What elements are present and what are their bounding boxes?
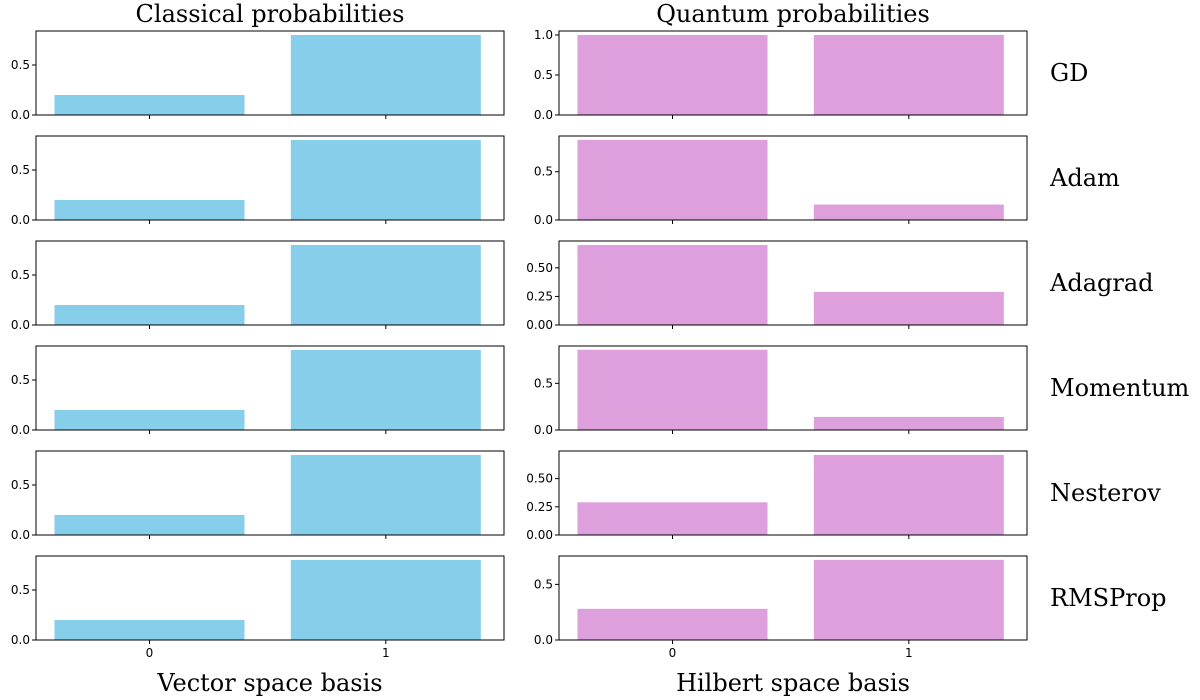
panel-frame (558, 135, 1028, 221)
panel-frame (35, 345, 505, 431)
y-tick-label: 0.5 (11, 478, 30, 492)
classical-bar-1 (290, 560, 481, 640)
panel-frame (558, 450, 1028, 536)
column-title: Quantum probabilities (656, 0, 930, 28)
y-tick-label: 0.0 (534, 108, 553, 122)
y-tick-label: 0.25 (526, 500, 553, 514)
classical-bar-1 (290, 35, 481, 115)
y-tick-label: 0.5 (534, 165, 553, 179)
y-tick-label: 0.0 (11, 213, 30, 227)
quantum-bar-0 (577, 139, 768, 220)
quantum-bar-1 (813, 35, 1004, 115)
row-label-adam: Adam (1049, 164, 1120, 192)
quantum-bar-0 (577, 245, 768, 325)
y-tick-label: 0.50 (526, 261, 553, 275)
classical-bar-1 (290, 245, 481, 325)
row-label-rmsprop: RMSProp (1050, 584, 1167, 612)
quantum-bar-0 (577, 502, 768, 535)
y-tick-label: 0.5 (534, 376, 553, 390)
y-tick-label: 0.50 (526, 472, 553, 486)
y-tick-label: 0.00 (526, 318, 553, 332)
x-tick-label: 1 (382, 646, 390, 660)
row-label-adagrad: Adagrad (1049, 269, 1154, 297)
y-tick-label: 0.5 (534, 68, 553, 82)
x-axis-label: Hilbert space basis (676, 669, 910, 697)
quantum-bar-0 (577, 349, 768, 430)
quantum-bar-1 (813, 416, 1004, 430)
row-label-momentum: Momentum (1050, 374, 1190, 402)
y-tick-label: 0.00 (526, 528, 553, 542)
quantum-bar-1 (813, 291, 1004, 325)
y-tick-label: 0.0 (11, 318, 30, 332)
x-tick-label: 0 (669, 646, 677, 660)
panel-frame (558, 555, 1028, 641)
quantum-bar-1 (813, 204, 1004, 220)
classical-bar-0 (54, 620, 245, 640)
panel-frame (35, 240, 505, 326)
quantum-bar-0 (577, 35, 768, 115)
y-tick-label: 0.5 (534, 577, 553, 591)
x-axis-label: Vector space basis (156, 669, 382, 697)
quantum-bar-1 (813, 559, 1004, 640)
x-tick-label: 0 (146, 646, 154, 660)
classical-bar-1 (290, 455, 481, 535)
quantum-bar-0 (577, 608, 768, 640)
classical-bar-0 (54, 305, 245, 325)
y-tick-label: 0.5 (11, 163, 30, 177)
y-tick-label: 0.0 (11, 108, 30, 122)
y-tick-label: 0.5 (11, 58, 30, 72)
quantum-bar-1 (813, 454, 1004, 535)
y-tick-label: 0.0 (534, 423, 553, 437)
x-tick-label: 1 (905, 646, 913, 660)
panel-frame (35, 135, 505, 221)
classical-bar-0 (54, 200, 245, 220)
panel-frame (558, 240, 1028, 326)
panel-frame (558, 345, 1028, 431)
y-tick-label: 1.0 (534, 28, 553, 42)
classical-bar-0 (54, 95, 245, 115)
classical-bar-1 (290, 140, 481, 220)
y-tick-label: 0.5 (11, 268, 30, 282)
classical-bar-0 (54, 410, 245, 430)
classical-bar-0 (54, 515, 245, 535)
column-title: Classical probabilities (136, 0, 405, 28)
panel-frame (558, 30, 1028, 116)
row-label-gd: GD (1050, 59, 1088, 87)
y-tick-label: 0.0 (534, 633, 553, 647)
y-tick-label: 0.5 (11, 583, 30, 597)
y-tick-label: 0.0 (11, 528, 30, 542)
y-tick-label: 0.0 (534, 213, 553, 227)
panel-frame (35, 555, 505, 641)
row-label-nesterov: Nesterov (1050, 479, 1161, 507)
y-tick-label: 0.5 (11, 373, 30, 387)
classical-bar-1 (290, 350, 481, 430)
y-tick-label: 0.0 (11, 633, 30, 647)
panel-frame (35, 450, 505, 536)
y-tick-label: 0.0 (11, 423, 30, 437)
panel-frame (35, 30, 505, 116)
y-tick-label: 0.25 (526, 289, 553, 303)
